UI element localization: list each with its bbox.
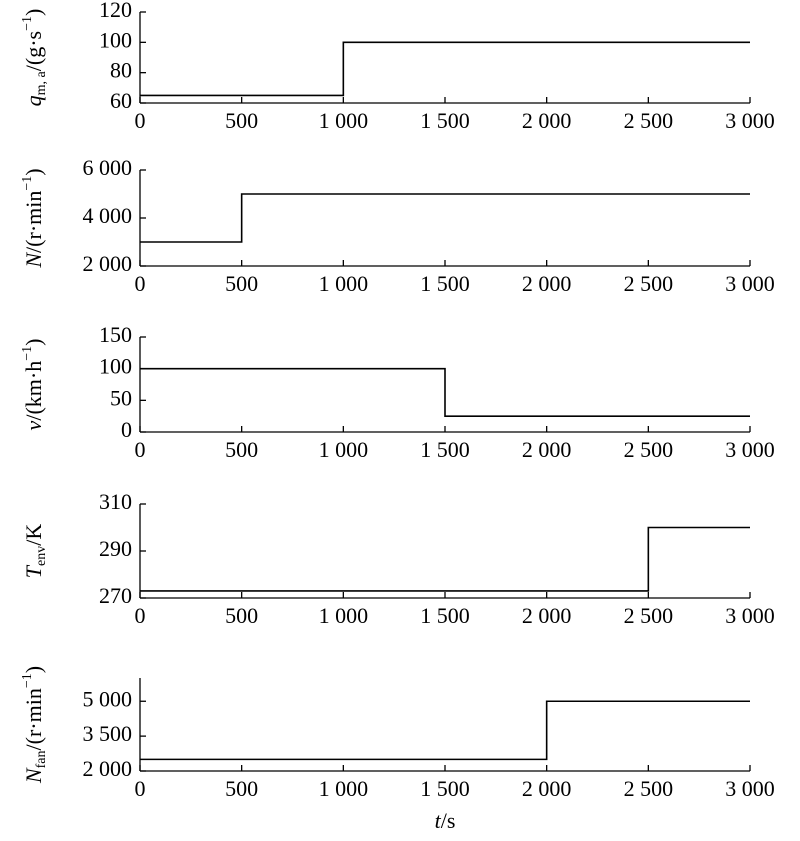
x-tick-label: 2 500 — [624, 437, 674, 462]
y-tick-label: 6 000 — [83, 155, 133, 180]
x-tick-label: 3 000 — [725, 603, 775, 628]
data-line — [140, 41, 750, 97]
y-tick-label: 150 — [99, 322, 132, 347]
y-tick-label: 4 000 — [83, 203, 133, 228]
x-tick-label: 500 — [225, 108, 258, 133]
x-tick-label: 0 — [135, 776, 146, 801]
x-tick-label: 0 — [135, 108, 146, 133]
x-tick-label: 1 500 — [420, 108, 470, 133]
x-tick-label: 2 500 — [624, 271, 674, 296]
axis-label: Nfan/(r·min−1) — [20, 666, 49, 784]
x-tick-label: 1 000 — [319, 603, 369, 628]
label-part: −1 — [20, 673, 35, 688]
x-tick-label: 1 000 — [319, 271, 369, 296]
x-tick-label: 500 — [225, 603, 258, 628]
x-tick-label: 2 000 — [522, 108, 572, 133]
y-tick-label: 80 — [110, 58, 132, 83]
x-tick-label: 3 000 — [725, 776, 775, 801]
axis-label: N/(r·min−1) — [20, 168, 46, 268]
label-part: N — [21, 252, 46, 269]
label-part: /K — [21, 524, 46, 546]
y-tick-label: 270 — [99, 583, 132, 608]
label-part: ) — [21, 666, 46, 673]
x-tick-label: 0 — [135, 603, 146, 628]
label-part: ) — [21, 9, 46, 16]
label-part: /(km·h — [21, 361, 46, 421]
data-line — [140, 367, 750, 417]
axis-label: t/s — [435, 808, 456, 833]
label-part: T — [21, 564, 46, 578]
label-part: N — [21, 767, 46, 784]
axis-label: Tenv/K — [21, 524, 49, 579]
y-tick-label: 50 — [110, 385, 132, 410]
label-part: −1 — [20, 176, 35, 191]
x-tick-label: 0 — [135, 437, 146, 462]
axis-label: v/(km·h−1) — [20, 339, 46, 431]
x-tick-label: 500 — [225, 271, 258, 296]
label-part: ) — [21, 168, 46, 175]
label-part: /s — [441, 808, 456, 833]
x-tick-label: 1 500 — [420, 776, 470, 801]
label-part: v — [21, 420, 46, 430]
y-tick-label: 60 — [110, 88, 132, 113]
x-tick-label: 1 000 — [319, 437, 369, 462]
x-tick-label: 500 — [225, 776, 258, 801]
label-part: /(r·min — [21, 191, 46, 253]
x-tick-label: 1 500 — [420, 603, 470, 628]
y-tick-label: 2 000 — [83, 756, 133, 781]
x-tick-label: 2 500 — [624, 108, 674, 133]
x-tick-label: 2 000 — [522, 271, 572, 296]
data-line — [140, 526, 750, 592]
y-tick-label: 2 000 — [83, 251, 133, 276]
x-tick-label: 0 — [135, 271, 146, 296]
y-tick-label: 120 — [99, 0, 132, 22]
x-tick-label: 2 000 — [522, 603, 572, 628]
label-part: fan — [34, 750, 49, 768]
data-line — [140, 700, 750, 761]
label-part: m, a — [34, 70, 49, 95]
x-tick-label: 1 500 — [420, 437, 470, 462]
x-tick-label: 1 500 — [420, 271, 470, 296]
x-tick-label: 1 000 — [319, 108, 369, 133]
label-part: t — [435, 808, 442, 833]
y-tick-label: 0 — [121, 417, 132, 442]
label-part: ) — [21, 339, 46, 346]
label-part: /(g·s — [21, 31, 46, 71]
label-part: −1 — [20, 346, 35, 361]
x-tick-label: 2 000 — [522, 437, 572, 462]
y-tick-label: 100 — [99, 27, 132, 52]
axis-label: qm, a/(g·s−1) — [20, 9, 49, 107]
x-tick-label: 2 500 — [624, 776, 674, 801]
label-part: q — [21, 95, 46, 106]
data-line — [140, 193, 750, 243]
x-tick-label: 500 — [225, 437, 258, 462]
x-tick-label: 3 000 — [725, 437, 775, 462]
y-tick-label: 5 000 — [83, 686, 133, 711]
x-tick-label: 3 000 — [725, 108, 775, 133]
y-tick-label: 100 — [99, 354, 132, 379]
x-tick-label: 2 500 — [624, 603, 674, 628]
y-tick-label: 310 — [99, 489, 132, 514]
x-tick-label: 2 000 — [522, 776, 572, 801]
x-tick-label: 3 000 — [725, 271, 775, 296]
y-tick-label: 3 500 — [83, 721, 133, 746]
label-part: /(r·min — [21, 688, 46, 750]
y-tick-label: 290 — [99, 536, 132, 561]
x-tick-label: 1 000 — [319, 776, 369, 801]
label-part: env — [34, 546, 49, 566]
label-part: −1 — [20, 16, 35, 31]
